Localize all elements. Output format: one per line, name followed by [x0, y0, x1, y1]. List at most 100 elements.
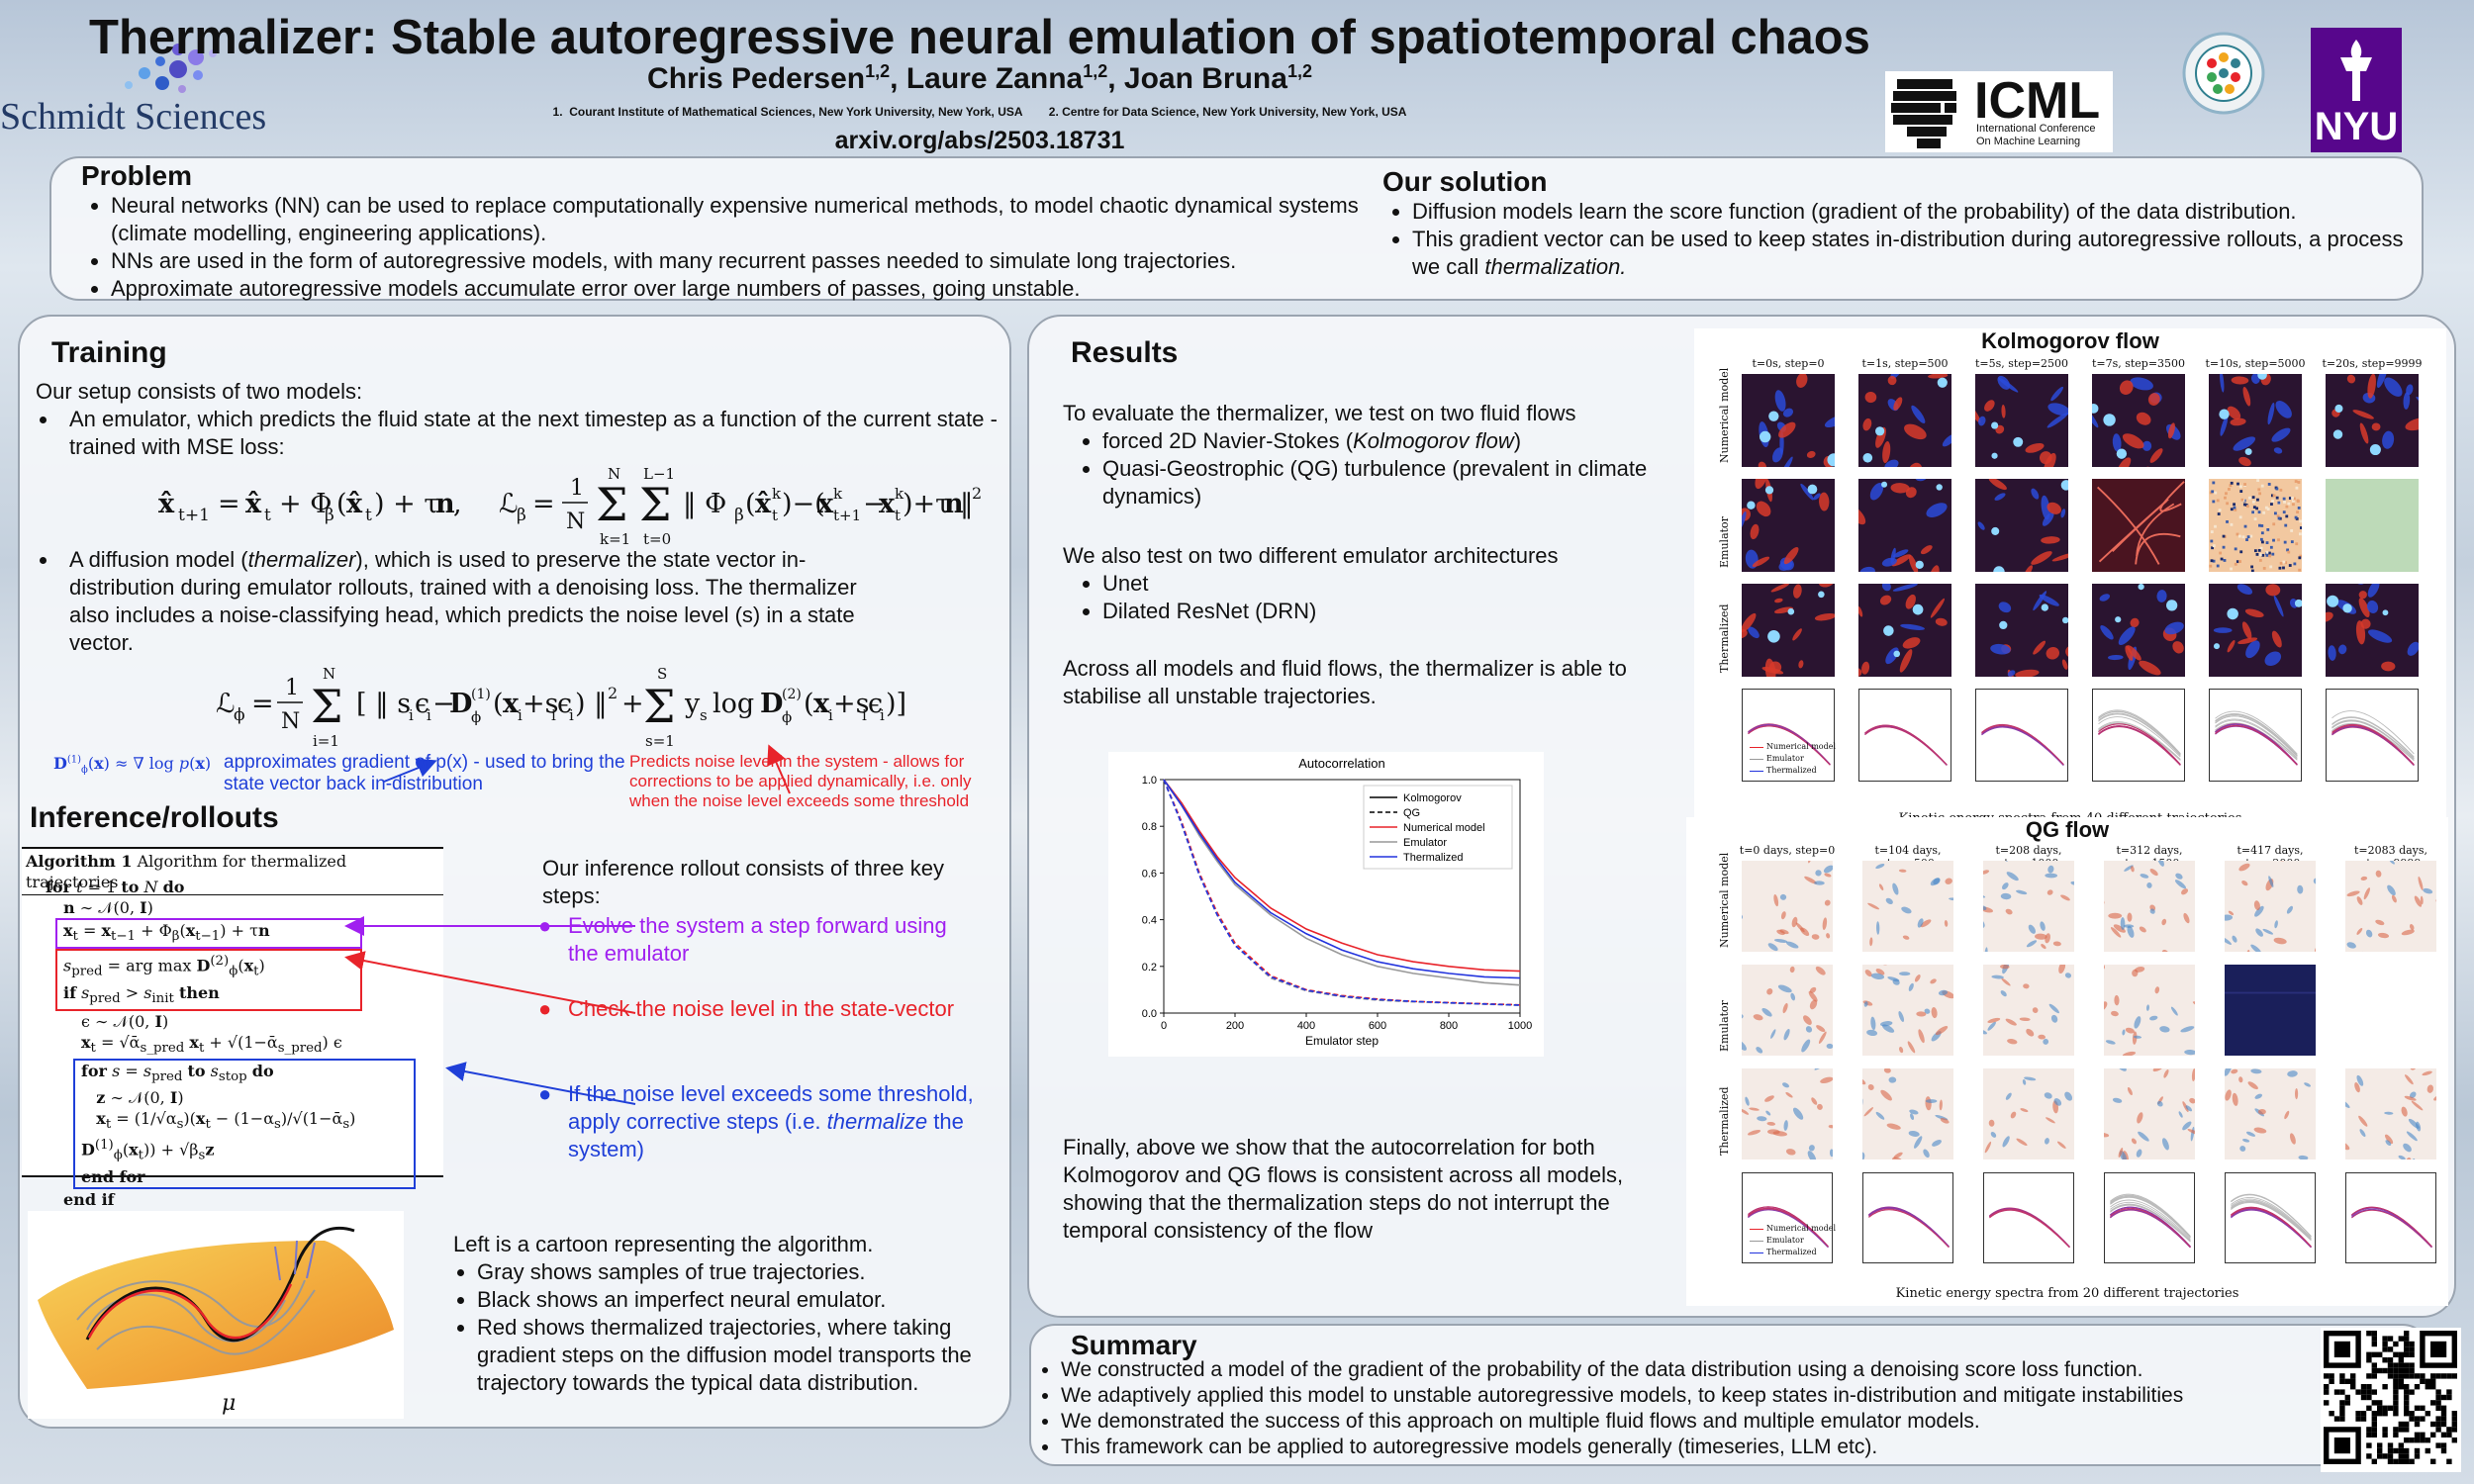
training-intro: Our setup consists of two models: — [36, 379, 363, 404]
list-item: This gradient vector can be used to keep… — [1412, 226, 2431, 281]
qg-figure: QG flow t=0 days, step=0t=104 days, step… — [1686, 817, 2448, 1306]
field-image — [2209, 374, 2302, 467]
summary-panel: Summary We constructed a model of the gr… — [1029, 1324, 2428, 1466]
training-list-2: A diffusion model (thermalizer), which i… — [20, 546, 871, 657]
svg-text:x̂: x̂ — [245, 489, 262, 519]
results-p1: To evaluate the thermalizer, we test on … — [1063, 401, 1576, 425]
author-name: Laure Zanna — [905, 62, 1084, 95]
svg-text:ϵ: ϵ — [868, 689, 883, 719]
spectrum-plot — [2092, 689, 2185, 782]
legend-label: Kolmogorov — [1403, 792, 1462, 804]
svg-text:x: x — [813, 689, 830, 719]
algorithm-title: Algorithm 1 Algorithm for thermalized tr… — [22, 849, 443, 895]
svg-text:t: t — [895, 507, 901, 524]
svg-text:2: 2 — [608, 684, 618, 702]
svg-text:x: x — [817, 489, 834, 519]
svg-text:+ Φ: + Φ — [279, 489, 332, 519]
field-image — [2092, 584, 2185, 677]
y-tick-label: 0.4 — [1142, 915, 1157, 927]
svg-text:i: i — [569, 706, 574, 724]
thermalize-loop: for s = spred to sstop do z ∼ 𝒩(0, I) xt… — [73, 1059, 416, 1189]
summary-list: We constructed a model of the gradient o… — [1021, 1357, 2426, 1460]
field-image — [2209, 584, 2302, 677]
field-image — [2225, 965, 2316, 1056]
field-image — [1983, 965, 2074, 1056]
field-image — [2209, 479, 2302, 572]
qg-spectra-caption: Kinetic energy spectra from 20 different… — [1895, 1286, 2239, 1301]
diffusion-loss-equation: ℒϕ = 1N ΣNi=1 [ ‖ si ϵi −D(1)ϕ (xi +si ϵi) ‖… — [216, 665, 906, 750]
svg-text:s=1: s=1 — [645, 732, 675, 750]
field-image — [2326, 374, 2419, 467]
spectrum-plot — [2104, 1172, 2195, 1263]
algorithm-cartoon: μ — [28, 1211, 404, 1419]
step-text: If the noise level exceeds some threshol… — [568, 1081, 974, 1134]
qr-code[interactable] — [2321, 1328, 2461, 1472]
list-item: This framework can be applied to autoreg… — [1061, 1435, 2426, 1460]
svg-text:=: = — [532, 489, 555, 519]
field-image — [1862, 1068, 1953, 1159]
dots-icon — [125, 44, 217, 93]
svg-text:i: i — [427, 706, 431, 724]
list-item: A diffusion model (thermalizer), which i… — [59, 546, 871, 657]
schmidt-logo-text: Schmidt Sciences — [0, 96, 267, 138]
field-image — [2104, 1068, 2195, 1159]
spectrum-plot — [2345, 1172, 2436, 1263]
series-line-kolmogorov-numerical-model — [1163, 779, 1521, 973]
field-image — [1983, 1068, 2074, 1159]
summary-heading: Summary — [1071, 1330, 1197, 1360]
field-image — [2104, 861, 2195, 952]
svg-text:,: , — [453, 489, 462, 519]
field-image — [2225, 861, 2316, 952]
svg-text:β: β — [517, 506, 526, 525]
cartoon-intro: Left is a cartoon representing the algor… — [453, 1232, 874, 1256]
author-name: Joan Bruna — [1123, 62, 1287, 95]
svg-text:t+1: t+1 — [833, 507, 861, 524]
conference-badge-icon — [2182, 32, 2265, 115]
flows-list: forced 2D Navier-Stokes (Kolmogorov flow… — [1063, 427, 1696, 510]
x-tick-label: 800 — [1440, 1020, 1458, 1032]
list-item: Quasi-Geostrophic (QG) turbulence (preva… — [1102, 455, 1696, 510]
field-image — [1742, 965, 1833, 1056]
svg-text:−: − — [432, 689, 455, 719]
svg-text:s: s — [700, 706, 708, 724]
legend-label: Thermalized — [1403, 852, 1464, 864]
svg-text:k: k — [895, 485, 904, 503]
svg-text:D: D — [760, 689, 783, 719]
problem-heading: Problem — [81, 160, 193, 191]
list-item-text: A diffusion model ( — [69, 547, 248, 572]
svg-text:‖: ‖ — [960, 489, 974, 519]
poster-title: Thermalizer: Stable autoregressive neura… — [89, 11, 1870, 64]
svg-text:=: = — [218, 489, 240, 519]
nyu-logo: NYU — [2311, 28, 2402, 152]
list-item: Red shows thermalized trajectories, wher… — [477, 1314, 1031, 1397]
arxiv-link[interactable]: arxiv.org/abs/2503.18731 — [834, 127, 1125, 154]
field-image — [2345, 861, 2436, 952]
svg-text:(1): (1) — [471, 687, 491, 702]
svg-text:N: N — [323, 665, 335, 683]
chart-title: Autocorrelation — [1298, 756, 1384, 771]
svg-text:N: N — [608, 465, 620, 483]
icml-head-icon — [1891, 79, 1956, 148]
schmidt-logo: Schmidt Sciences — [0, 40, 277, 139]
list-item: forced 2D Navier-Stokes (Kolmogorov flow… — [1102, 427, 1696, 455]
inference-step-2: ● Check the noise level in the state-vect… — [538, 995, 962, 1023]
column-label: t=20s, step=9999 — [2322, 357, 2423, 370]
svg-text:L−1: L−1 — [643, 465, 675, 483]
x-tick-label: 200 — [1226, 1020, 1244, 1032]
training-panel: Training Our setup consists of two model… — [18, 315, 1011, 1429]
row-label: Numerical model — [1718, 367, 1731, 463]
field-image — [1742, 374, 1835, 467]
row-label: Emulator — [1718, 1000, 1731, 1052]
legend-label: Emulator — [1403, 837, 1447, 849]
list-item: Gray shows samples of true trajectories. — [477, 1258, 1031, 1286]
svg-text:ϵ: ϵ — [557, 689, 572, 719]
kolmogorov-title: Kolmogorov flow — [1981, 328, 2159, 353]
svg-text:t=0: t=0 — [643, 530, 671, 548]
field-image — [1742, 479, 1835, 572]
list-item: We demonstrated the success of this appr… — [1061, 1409, 2426, 1435]
field-image — [1975, 374, 2068, 467]
author-affiliation: 1,2 — [865, 61, 891, 81]
list-item: Black shows an imperfect neural emulator… — [477, 1286, 1031, 1314]
column-label: t=0 days, step=0 — [1739, 844, 1836, 857]
svg-text:1: 1 — [570, 476, 584, 501]
